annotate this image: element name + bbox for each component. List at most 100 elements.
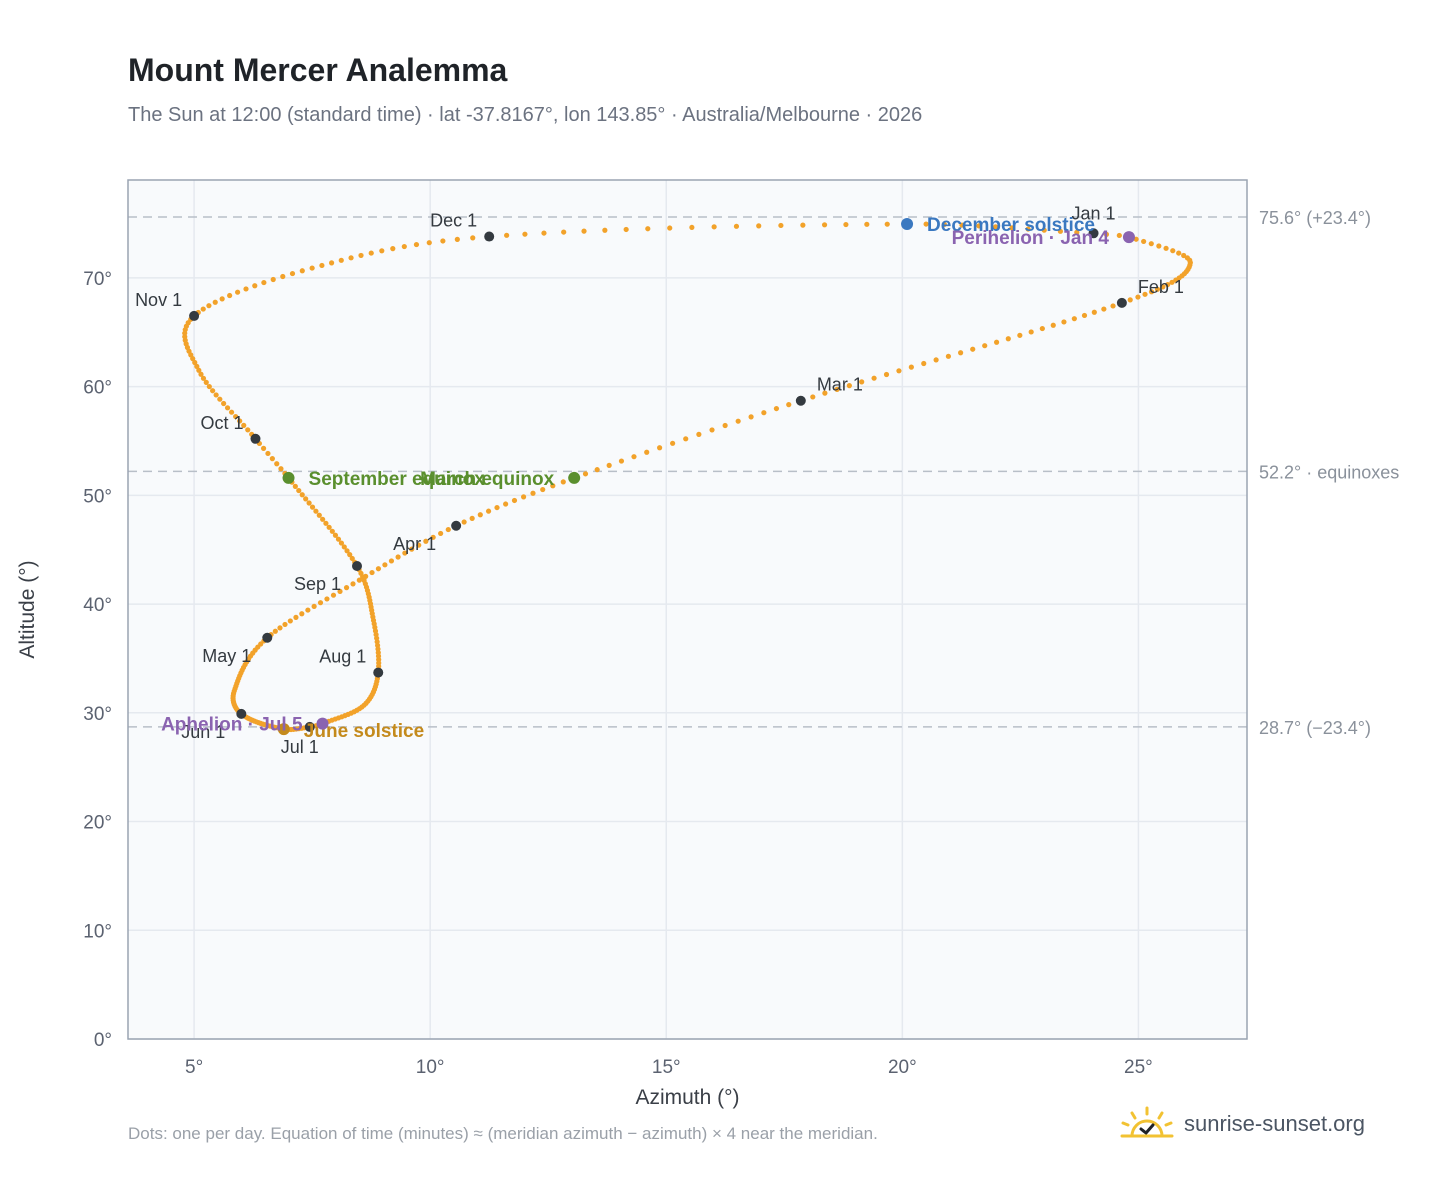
day-dot: [261, 279, 267, 286]
day-dot: [200, 375, 207, 381]
month-marker-label: Dec 1: [430, 211, 477, 231]
day-dot: [645, 226, 651, 232]
day-dot: [341, 544, 347, 550]
day-dot: [1173, 277, 1179, 283]
day-dot: [644, 449, 650, 455]
month-marker-label: Jul 1: [281, 737, 319, 757]
x-tick-label: 15°: [652, 1057, 681, 1078]
day-dot: [1009, 225, 1015, 231]
day-dot: [520, 494, 527, 500]
day-dot: [993, 339, 1000, 345]
day-dot: [390, 246, 396, 252]
day-dot: [212, 299, 218, 305]
day-dot: [722, 422, 728, 429]
day-dot: [335, 536, 342, 542]
month-marker-dot: [484, 231, 495, 242]
plot-border: [127, 179, 1248, 1040]
day-dot: [561, 229, 567, 235]
day-dot: [670, 440, 676, 446]
event-marker-dot: [277, 723, 290, 736]
day-dot: [667, 225, 673, 231]
day-dot: [299, 268, 305, 274]
day-dot: [1074, 229, 1080, 235]
brand[interactable]: sunrise-sunset.org: [1120, 1104, 1365, 1144]
day-dot: [582, 471, 589, 477]
day-dot: [1181, 252, 1187, 259]
day-dot: [1169, 279, 1175, 285]
day-dot: [280, 273, 286, 280]
day-dot: [933, 357, 939, 363]
x-axis-label: Azimuth (°): [635, 1086, 739, 1109]
day-dot: [409, 546, 415, 552]
day-dot: [1148, 241, 1154, 247]
day-dot: [328, 260, 335, 266]
month-marker-dot: [250, 433, 261, 444]
day-dot: [299, 492, 305, 498]
day-dot: [864, 221, 870, 227]
day-dot: [982, 343, 988, 349]
day-dot: [786, 402, 792, 408]
day-dot: [237, 418, 243, 424]
day-dot: [810, 394, 816, 400]
day-dot: [379, 248, 385, 254]
day-dot: [243, 286, 249, 292]
day-dot: [1005, 336, 1011, 342]
day-dot: [993, 224, 999, 230]
day-dot: [416, 542, 422, 548]
chart-footnote: Dots: one per day. Equation of time (min…: [128, 1124, 878, 1143]
event-label: Perihelion · Jan 4: [952, 228, 1110, 249]
day-dot: [219, 296, 225, 302]
event-label: Aphelion · Jul 5: [161, 715, 303, 736]
day-dot: [426, 240, 432, 246]
month-marker-dot: [1088, 228, 1099, 239]
y-tick-label: 10°: [83, 921, 112, 942]
day-dot: [213, 392, 219, 398]
event-marker-dot: [1122, 231, 1135, 244]
day-dot: [1091, 309, 1097, 315]
month-marker-label: Jun 1: [181, 722, 225, 742]
day-dot: [1135, 294, 1141, 300]
day-dot: [709, 427, 715, 433]
day-dot: [348, 255, 354, 261]
sun-check-icon: [1120, 1106, 1174, 1138]
day-dot: [228, 409, 235, 415]
day-dot: [821, 222, 828, 228]
day-dot: [689, 224, 695, 231]
day-dot: [631, 454, 637, 460]
day-dot: [224, 405, 231, 411]
day-dot: [594, 467, 600, 473]
day-dot: [800, 222, 806, 228]
day-dot: [200, 306, 206, 312]
x-tick-label: 10°: [416, 1057, 445, 1078]
month-marker-label: Nov 1: [135, 290, 182, 310]
day-dot: [859, 379, 865, 385]
day-dot: [194, 363, 200, 369]
day-dot: [309, 504, 316, 510]
chart-subtitle: The Sun at 12:00 (standard time) · lat -…: [128, 104, 923, 126]
month-marker-dot: [304, 721, 315, 732]
day-dot: [272, 628, 278, 634]
month-marker-dot: [1116, 297, 1127, 308]
event-label: September equinox: [309, 469, 486, 490]
day-dot: [469, 515, 475, 521]
month-marker-label: Apr 1: [393, 534, 436, 554]
day-dot: [358, 252, 364, 259]
day-dot: [883, 371, 890, 378]
day-dot: [1148, 289, 1155, 295]
day-dot: [756, 223, 762, 229]
day-dot: [203, 379, 209, 386]
day-dot: [289, 270, 296, 277]
day-dot: [958, 350, 964, 356]
day-dot: [540, 486, 546, 493]
month-marker-label: May 1: [202, 646, 251, 666]
day-dot: [440, 238, 446, 244]
event-label: March equinox: [420, 469, 555, 490]
day-dot: [241, 422, 247, 428]
month-marker-dot: [451, 520, 462, 531]
day-dot: [192, 359, 198, 366]
reference-line-label: 52.2° · equinoxes: [1259, 462, 1399, 482]
day-dot: [350, 581, 356, 587]
day-dot: [477, 512, 483, 518]
day-dot: [305, 607, 311, 613]
day-dot: [1160, 284, 1166, 290]
